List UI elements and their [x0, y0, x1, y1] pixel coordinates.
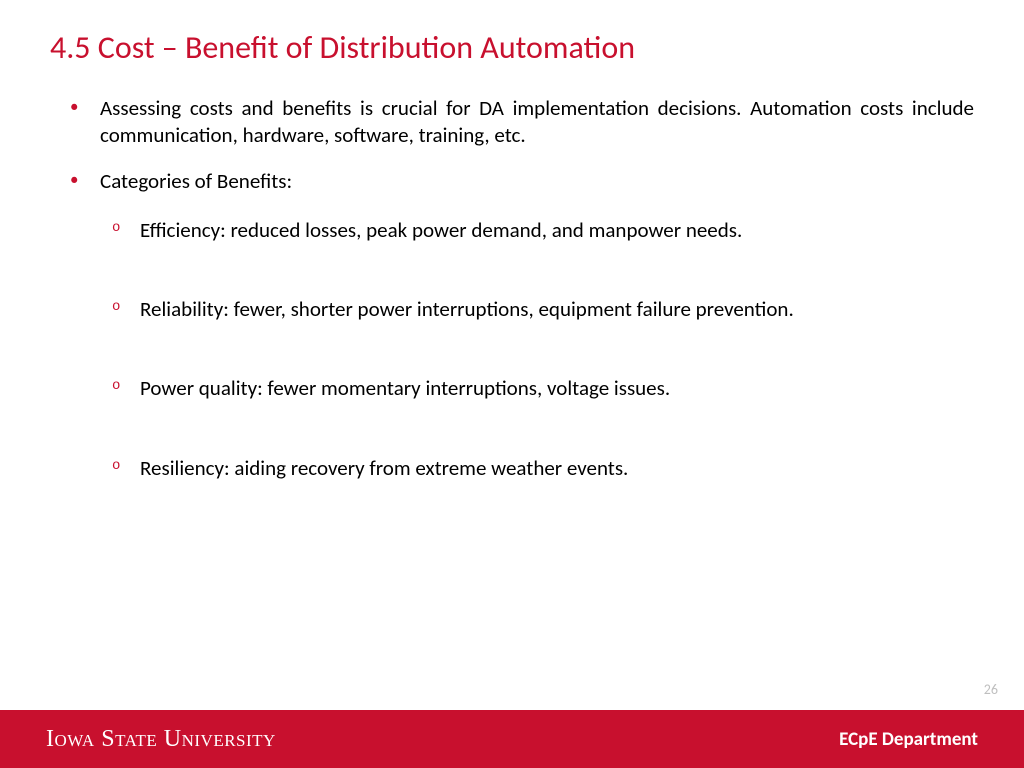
- university-name: Iowa State University: [46, 726, 276, 753]
- bullet-item: Categories of Benefits: Efficiency: redu…: [60, 168, 974, 482]
- page-number: 26: [984, 681, 998, 698]
- slide-body: Assessing costs and benefits is crucial …: [60, 95, 974, 534]
- sub-bullet-item: Efficiency: reduced losses, peak power d…: [100, 217, 974, 244]
- footer-bar: Iowa State University ECpE Department: [0, 710, 1024, 768]
- university-word: Iowa: [46, 726, 95, 752]
- bullet-list: Assessing costs and benefits is crucial …: [60, 95, 974, 482]
- university-word: University: [164, 726, 276, 752]
- sub-bullet-item: Reliability: fewer, shorter power interr…: [100, 296, 974, 323]
- sub-bullet-list: Efficiency: reduced losses, peak power d…: [100, 217, 974, 482]
- department-name: ECpE Department: [839, 728, 978, 751]
- bullet-text: Categories of Benefits:: [100, 168, 292, 194]
- sub-bullet-item: Power quality: fewer momentary interrupt…: [100, 375, 974, 402]
- sub-bullet-item: Resiliency: aiding recovery from extreme…: [100, 455, 974, 482]
- slide: 4.5 Cost – Benefit of Distribution Autom…: [0, 0, 1024, 768]
- slide-title: 4.5 Cost – Benefit of Distribution Autom…: [50, 28, 635, 67]
- university-word: State: [101, 726, 157, 752]
- bullet-item: Assessing costs and benefits is crucial …: [60, 95, 974, 150]
